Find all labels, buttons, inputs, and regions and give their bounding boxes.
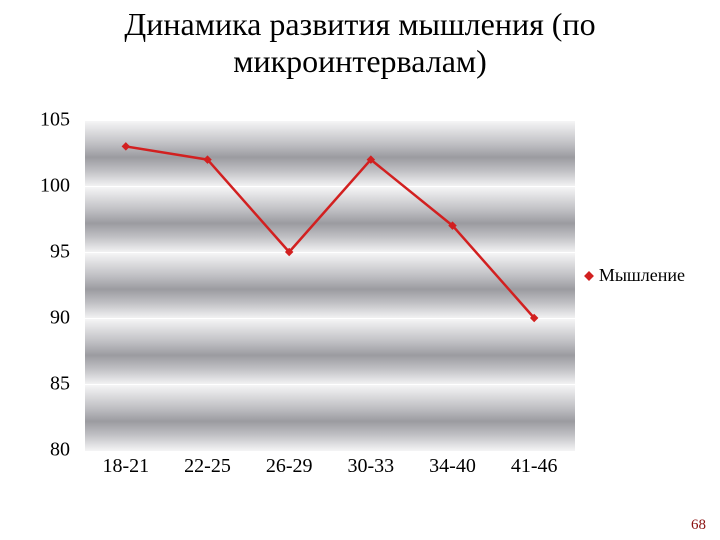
x-tick-label: 26-29 xyxy=(266,455,313,478)
y-tick-label: 90 xyxy=(50,307,70,330)
series-line xyxy=(126,146,534,318)
y-tick-label: 85 xyxy=(50,373,70,396)
y-tick-label: 105 xyxy=(40,109,70,132)
x-tick-label: 41-46 xyxy=(511,455,558,478)
series-marker xyxy=(122,142,130,150)
x-tick-label: 30-33 xyxy=(347,455,394,478)
plot-area xyxy=(85,120,575,450)
x-axis-labels: 18-21 22-25 26-29 30-33 34-40 41-46 xyxy=(85,455,575,481)
y-tick-label: 80 xyxy=(50,439,70,462)
line-series xyxy=(85,120,575,450)
legend-label: Мышление xyxy=(599,265,685,286)
chart: 10510095908580 18-2122-2526-2930-3334-40… xyxy=(30,120,690,480)
x-tick-label: 22-25 xyxy=(184,455,231,478)
legend-marker-icon xyxy=(585,275,593,277)
x-tick-label: 34-40 xyxy=(429,455,476,478)
title-line-2: микроинтервалам) xyxy=(233,43,487,79)
page-title: Динамика развития мышления (по микроинте… xyxy=(0,6,720,80)
legend: Мышление xyxy=(585,265,685,286)
x-tick-label: 18-21 xyxy=(102,455,149,478)
y-axis-labels: 10510095908580 xyxy=(30,120,78,480)
page-number: 68 xyxy=(691,517,706,534)
title-line-1: Динамика развития мышления (по xyxy=(124,6,595,42)
y-tick-label: 95 xyxy=(50,241,70,264)
y-tick-label: 100 xyxy=(40,175,70,198)
